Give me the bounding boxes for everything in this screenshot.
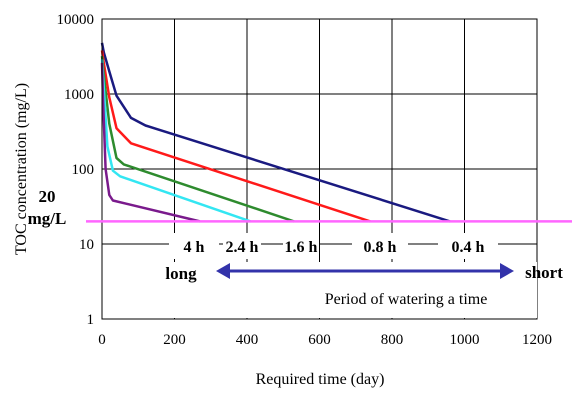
ref-label-value: 20	[39, 187, 56, 206]
interval-labels: 4 h 2.4 h 1.6 h 0.8 h 0.4 h	[169, 233, 498, 259]
plot-frame	[101, 18, 538, 320]
axis-ticks: 0 200 400 600 800 1000 1200 1 10 100 1000 10000	[57, 12, 553, 348]
y-tick-label: 100	[72, 162, 95, 178]
series-line-4	[100, 62, 201, 223]
label-0-4h: 0.4 h	[452, 239, 485, 256]
ref-label-unit: mg/L	[28, 209, 67, 228]
x-axis-title: Required time (day)	[256, 371, 385, 388]
period-arrow-right-head	[500, 263, 514, 279]
x-tick-label: 800	[381, 332, 404, 348]
period-arrow	[141, 262, 537, 318]
label-short: short	[525, 263, 563, 282]
x-tick-label: 1000	[450, 332, 480, 348]
label-2-4: 2.4 h	[226, 239, 259, 256]
y-tick-label: 1000	[64, 87, 94, 103]
x-tick-label: 0	[98, 332, 106, 348]
y-tick-label: 10000	[57, 12, 95, 28]
series-lines	[100, 42, 451, 223]
period-caption: Period of watering a time	[325, 291, 488, 308]
x-tick-label: 600	[308, 332, 331, 348]
label-0-8h: 0.8 h	[364, 239, 397, 256]
y-axis-title: TOC concentration (mg/L)	[13, 83, 30, 255]
y-tick-label: 10	[79, 237, 94, 253]
label-4h: 4 h	[184, 239, 205, 256]
x-tick-label: 1200	[522, 332, 552, 348]
period-arrow-left-head	[216, 263, 230, 279]
x-tick-label: 400	[236, 332, 259, 348]
y-tick-label: 1	[87, 312, 95, 328]
x-tick-label: 200	[163, 332, 186, 348]
series-line-0	[100, 42, 451, 223]
label-long: long	[165, 264, 197, 283]
label-1-6: 1.6 h	[285, 239, 318, 256]
